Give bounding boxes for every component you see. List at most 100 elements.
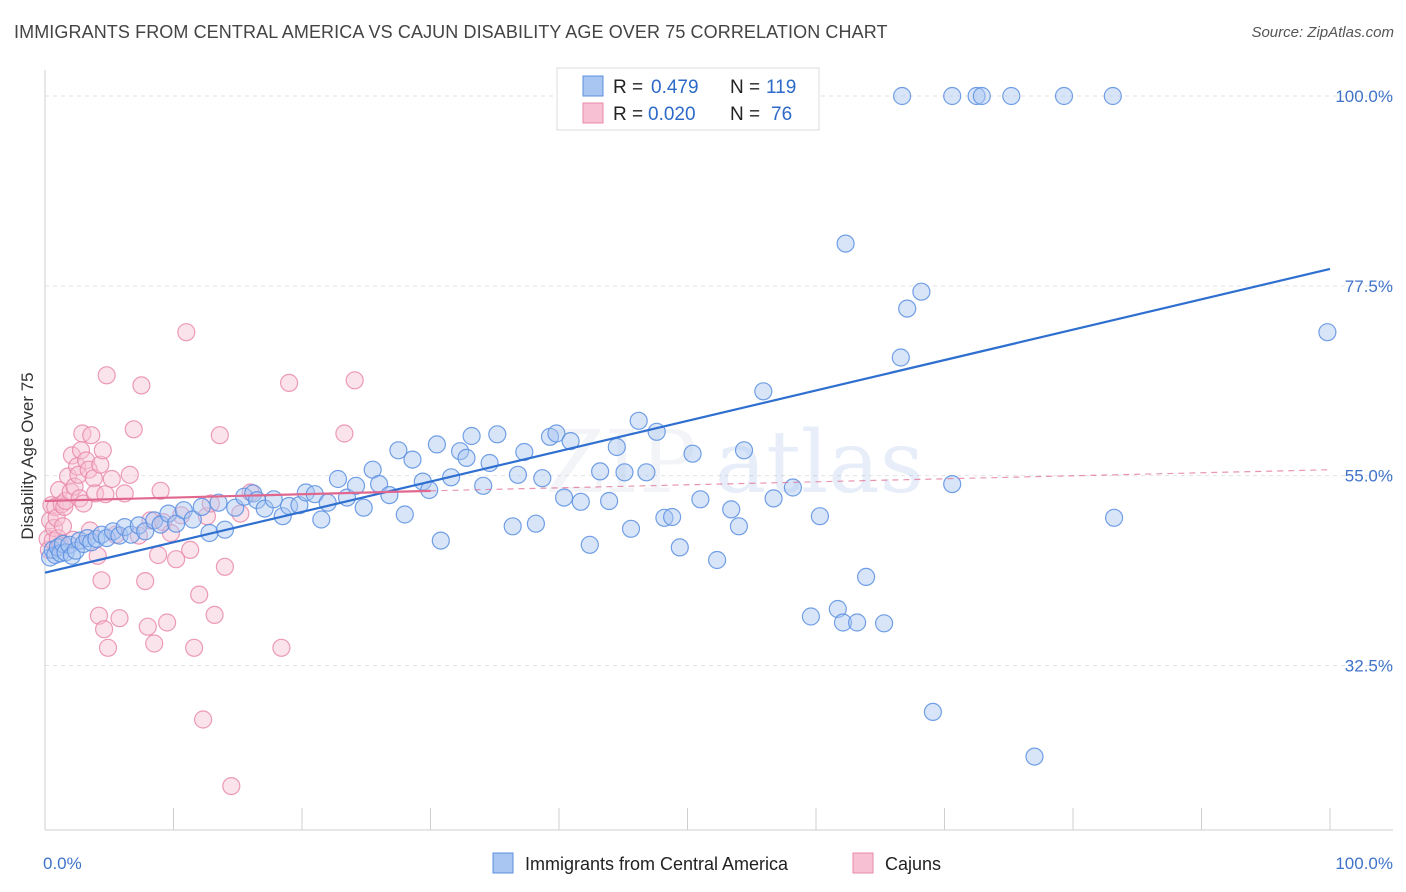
cajun-point-17 [62, 446, 82, 465]
grid-lines [45, 95, 1393, 666]
central-america-point-68 [508, 465, 528, 484]
central-america-point-31 [209, 493, 228, 512]
central-america-point-103 [847, 613, 867, 632]
cajun-point-13 [55, 497, 74, 516]
central-america-point-89 [683, 444, 702, 463]
central-america-point-46 [328, 469, 348, 489]
cajun-point-60 [177, 323, 196, 342]
legend-n-value-2: 76 [771, 104, 792, 125]
central-america-point-113 [967, 86, 986, 106]
central-america-point-55 [403, 450, 422, 469]
cajun-point-74 [280, 373, 299, 392]
central-america-point-117 [1103, 86, 1122, 106]
central-america-point-64 [474, 476, 493, 495]
central-america-point-88 [670, 538, 689, 557]
central-america-point-100 [828, 599, 847, 619]
central-america-point-109 [923, 702, 943, 722]
cajun-point-62 [185, 638, 204, 657]
cajun-point-41 [102, 469, 121, 489]
central-america-point-78 [590, 462, 610, 481]
central-america-point-25 [159, 504, 178, 523]
cajun-point-68 [210, 426, 229, 445]
central-america-point-59 [431, 531, 450, 550]
cajun-point-37 [94, 620, 114, 639]
legend-r-value-1: 0.479 [651, 77, 699, 98]
cajuns-points [38, 323, 364, 796]
central-america-point-112 [943, 86, 962, 106]
cajun-point-52 [145, 634, 164, 653]
cajun-point-67 [205, 605, 224, 625]
cajun-point-29 [82, 426, 101, 445]
central-america-point-87 [662, 507, 682, 527]
central-america-point-75 [561, 432, 580, 451]
watermark: ZIP atlas [545, 413, 924, 513]
central-america-trend-line [44, 267, 1331, 574]
central-america-point-120 [1318, 323, 1337, 342]
central-america-point-73 [547, 424, 566, 443]
y-tick-label-1: 77.5% [1345, 277, 1393, 296]
central-america-point-105 [874, 614, 894, 633]
y-tick-label-0: 100.0% [1335, 87, 1393, 106]
cajun-point-21 [69, 465, 88, 484]
cajun-point-46 [124, 420, 143, 439]
cajun-point-54 [151, 481, 170, 500]
axes [44, 70, 1393, 831]
central-america-point-54 [395, 505, 414, 524]
central-america-point-108 [912, 282, 931, 301]
legend-n-value-1: 119 [766, 77, 796, 98]
legend-r-label-1: R = [613, 77, 643, 98]
series-legend-swatch-pink [852, 852, 874, 874]
legend-r-value-2: 0.020 [648, 104, 696, 125]
cajun-point-61 [181, 540, 200, 560]
central-america-point-99 [810, 507, 830, 526]
central-america-point-45 [318, 493, 337, 512]
central-america-point-79 [599, 491, 619, 511]
central-america-point-96 [764, 489, 783, 508]
cajun-point-44 [115, 484, 134, 503]
central-america-point-76 [571, 492, 590, 511]
central-america-point-66 [488, 425, 507, 444]
central-america-point-92 [722, 500, 741, 519]
cajun-point-76 [345, 371, 364, 390]
central-america-point-118 [1025, 747, 1044, 766]
central-america-point-77 [580, 535, 599, 554]
cajun-point-49 [136, 571, 155, 591]
central-america-point-81 [615, 463, 634, 482]
cajun-point-19 [65, 477, 84, 496]
central-america-point-97 [783, 478, 803, 497]
chart-title: IMMIGRANTS FROM CENTRAL AMERICA VS CAJUN… [14, 22, 888, 42]
central-america-point-9 [66, 541, 85, 560]
central-america-point-116 [1054, 86, 1074, 106]
x-tick-label-0: 0.0% [43, 854, 82, 873]
cajun-point-33 [89, 606, 109, 625]
central-america-point-62 [457, 448, 476, 467]
cajun-point-12 [53, 517, 73, 536]
central-america-point-93 [729, 517, 749, 536]
central-america-point-98 [801, 607, 821, 626]
cajun-point-35 [92, 571, 111, 590]
cajun-point-36 [93, 441, 112, 460]
central-america-point-49 [354, 498, 373, 517]
central-america-point-119 [1104, 508, 1124, 527]
series-legend: Immigrants from Central America Cajuns [492, 852, 941, 874]
central-america-point-53 [389, 441, 408, 460]
cajun-trend-extension [430, 469, 1331, 492]
cajun-point-27 [79, 460, 98, 479]
cajun-point-56 [158, 613, 177, 632]
central-america-point-26 [167, 514, 186, 533]
series-legend-swatch-blue [492, 852, 514, 874]
central-america-point-115 [1002, 86, 1021, 106]
cajun-point-70 [222, 776, 241, 796]
central-america-point-70 [526, 514, 546, 533]
central-america-point-29 [192, 497, 211, 516]
central-america-point-101 [833, 613, 853, 632]
central-america-point-102 [836, 234, 855, 253]
central-america-points [40, 86, 1337, 766]
central-america-point-15 [92, 525, 111, 544]
cajun-point-40 [98, 638, 118, 657]
central-america-point-114 [972, 86, 991, 106]
central-america-point-82 [621, 519, 641, 538]
central-america-point-19 [115, 517, 134, 537]
central-america-point-83 [629, 411, 648, 430]
